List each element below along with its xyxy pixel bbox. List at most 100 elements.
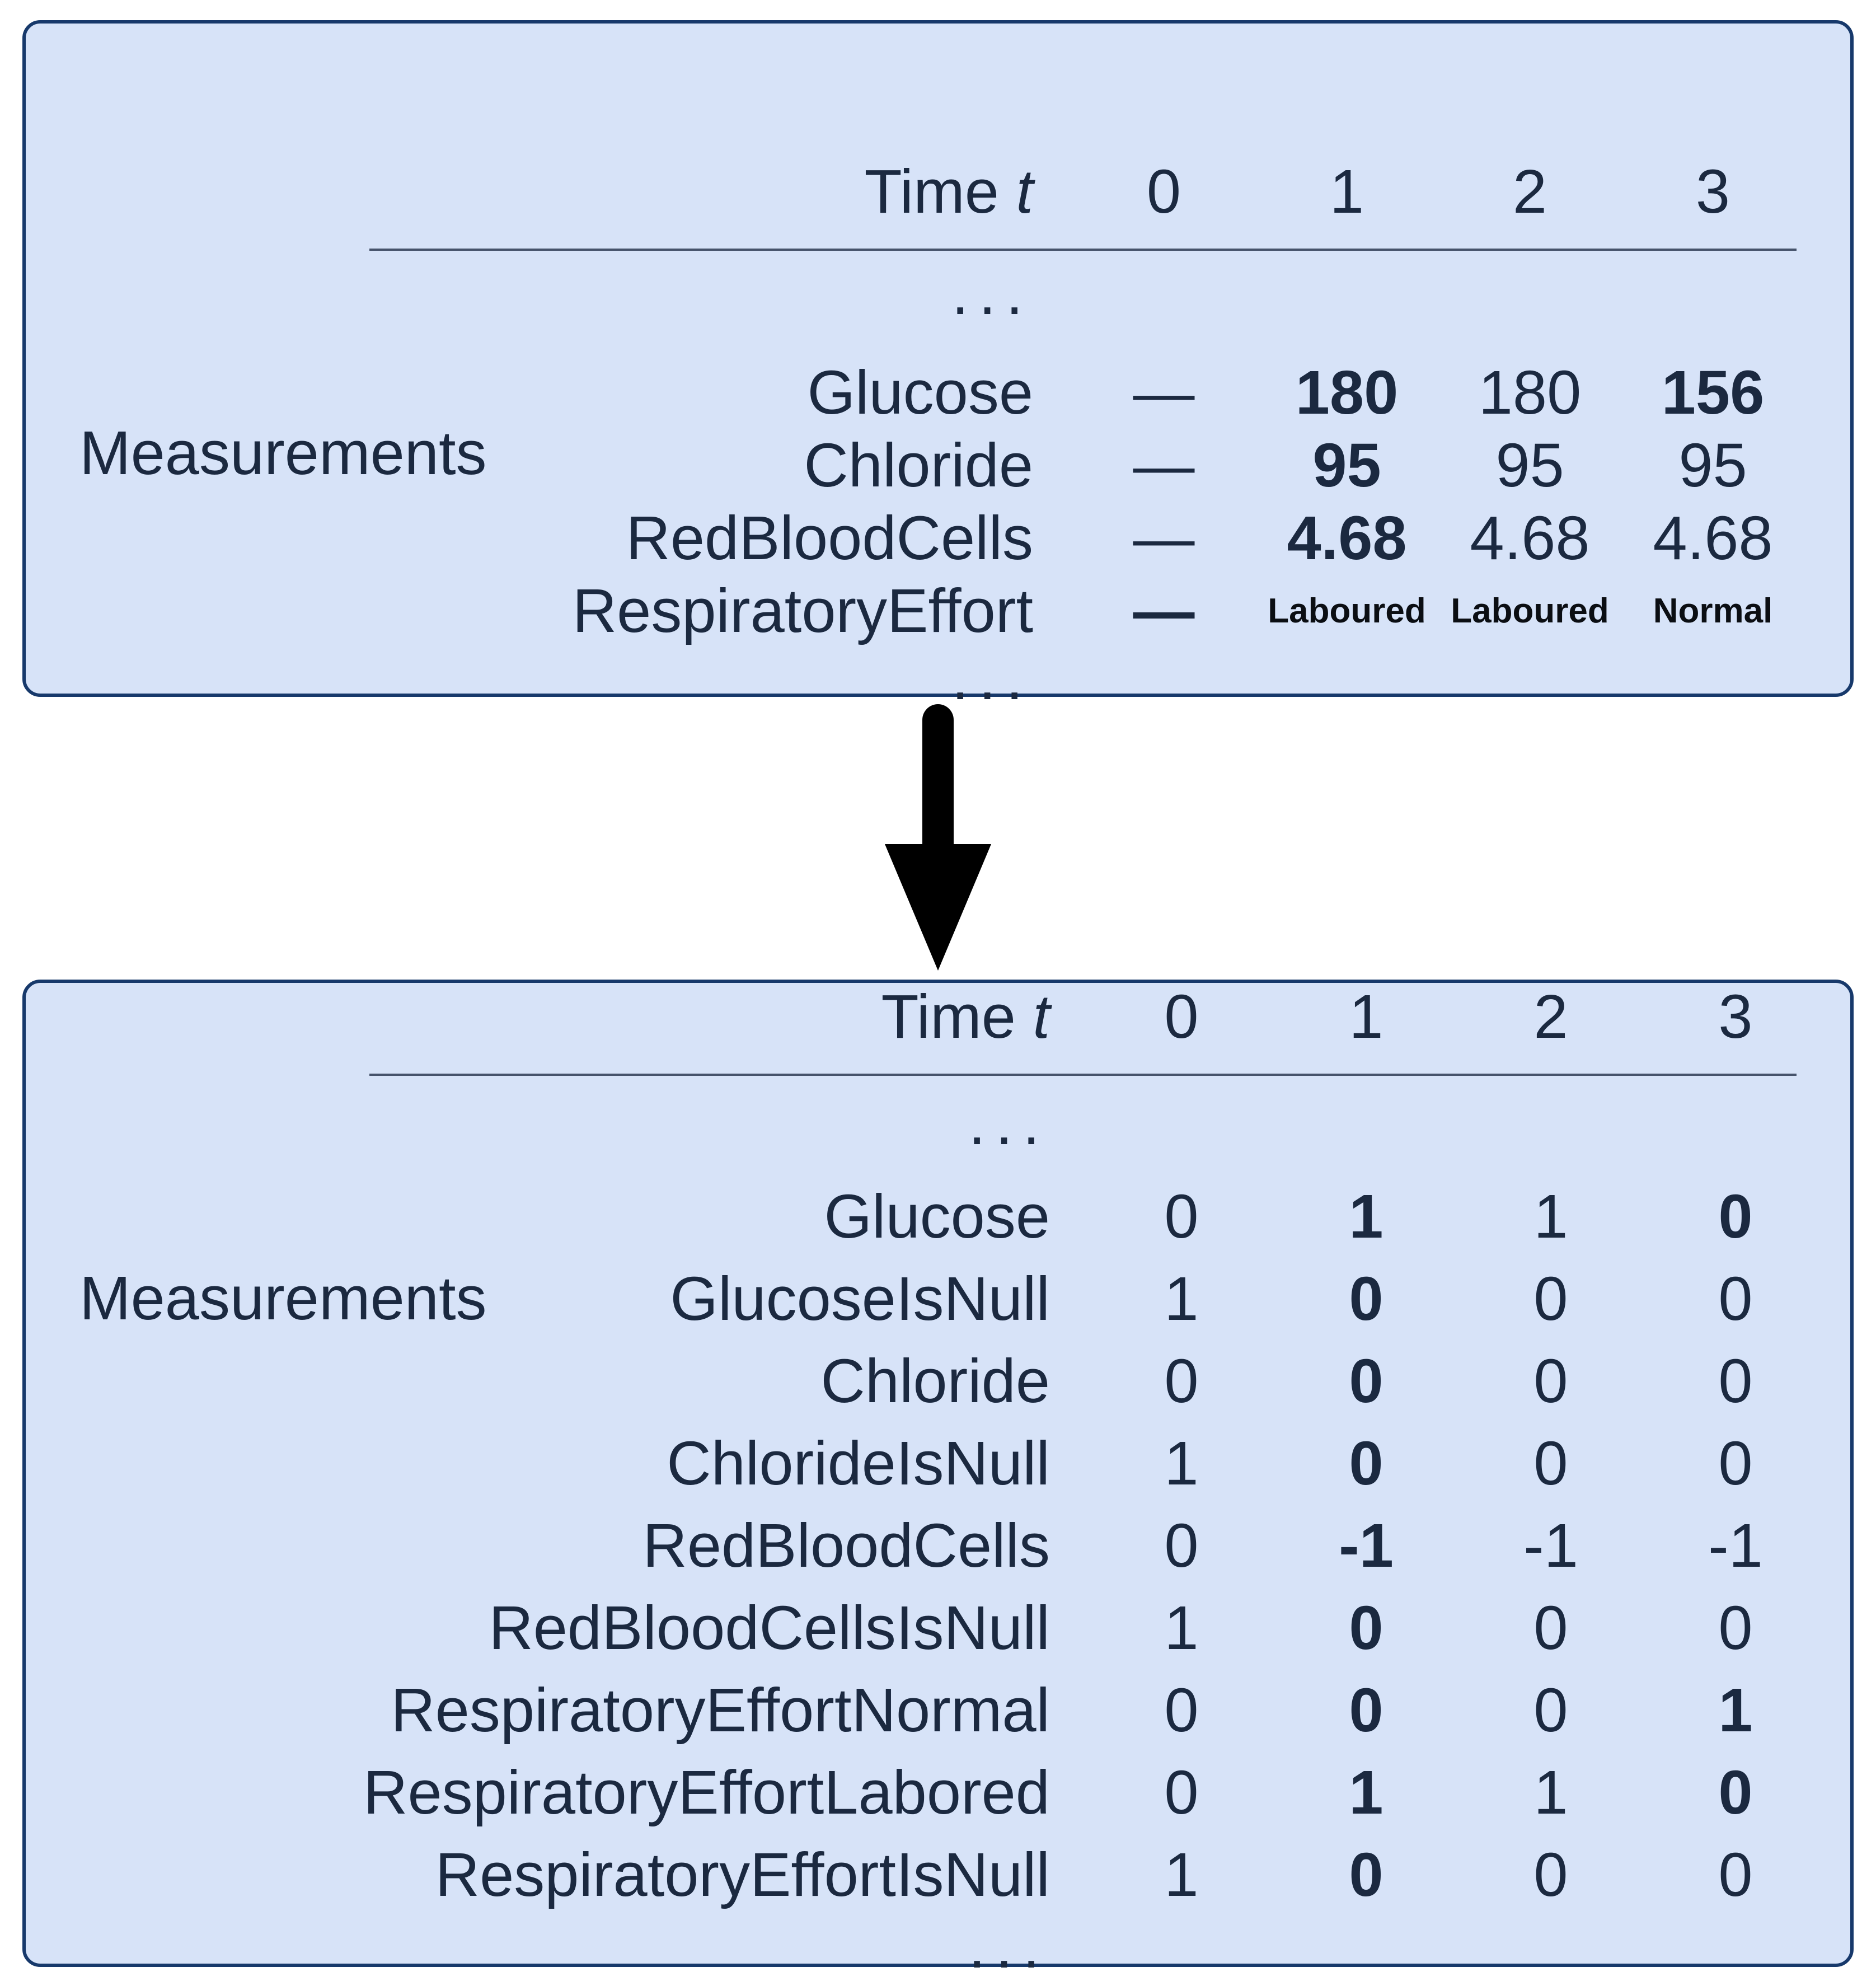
table-row: Chloride 0 0 0 0 bbox=[26, 1340, 1850, 1422]
cell-value: 1 bbox=[1718, 1675, 1753, 1745]
encoded-ellipsis-top: ... bbox=[26, 1081, 1850, 1165]
table-row: RespiratoryEffortNormal 0 0 0 1 bbox=[26, 1669, 1850, 1751]
cell-value: 1 bbox=[1164, 1593, 1199, 1662]
encoded-measurements-panel: Measurements Time t 0 1 2 3 ... Glucose 0… bbox=[22, 980, 1854, 1978]
cell-value: 1 bbox=[1533, 1758, 1568, 1827]
cell-value: 95 bbox=[1495, 431, 1564, 500]
cell-value: 0 bbox=[1533, 1675, 1568, 1745]
cell-value: 0 bbox=[1718, 1428, 1753, 1498]
cell-value: Laboured bbox=[1451, 592, 1609, 630]
cell-value: 0 bbox=[1533, 1593, 1568, 1662]
cell-value: 1 bbox=[1164, 1264, 1199, 1333]
cell-value: 1 bbox=[1164, 1840, 1199, 1909]
transform-down-arrow-icon bbox=[885, 704, 991, 971]
cell-value: -1 bbox=[1708, 1511, 1763, 1580]
row-label: RedBloodCellsIsNull bbox=[489, 1593, 1050, 1662]
encoded-time-header: Time t bbox=[26, 986, 1089, 1048]
cell-value: 95 bbox=[1678, 431, 1747, 500]
ellipsis-dots: ... bbox=[951, 259, 1033, 327]
cell-value: 0 bbox=[1349, 1593, 1383, 1662]
row-label: Chloride bbox=[804, 431, 1033, 500]
cell-value: 0 bbox=[1164, 1758, 1199, 1827]
raw-ellipsis-bottom: ... bbox=[26, 648, 1850, 709]
cell-value: 0 bbox=[1533, 1840, 1568, 1909]
time-symbol: t bbox=[1016, 157, 1033, 226]
cell-value: 0 bbox=[1533, 1264, 1568, 1333]
raw-side-label: Measurements bbox=[79, 419, 487, 488]
cell-value: 4.68 bbox=[1470, 504, 1590, 573]
table-row: Glucose — 180 180 156 bbox=[26, 357, 1850, 429]
time-label: Time bbox=[864, 157, 999, 226]
encoded-ellipsis-bottom: ... bbox=[26, 1916, 1850, 1978]
encoded-col-header-2: 2 bbox=[1533, 982, 1568, 1051]
table-row: ChlorideIsNull 1 0 0 0 bbox=[26, 1422, 1850, 1505]
cell-value: 0 bbox=[1349, 1264, 1383, 1333]
ellipsis-dots: ... bbox=[951, 644, 1033, 713]
encoded-table-header: Time t 0 1 2 3 bbox=[26, 983, 1850, 1051]
raw-time-header: Time t bbox=[26, 161, 1072, 223]
raw-table-header: Time t 0 1 2 3 bbox=[26, 156, 1850, 228]
cell-value: 4.68 bbox=[1287, 504, 1407, 573]
table-row: Chloride — 95 95 95 bbox=[26, 429, 1850, 502]
raw-col-header-3: 3 bbox=[1695, 157, 1730, 226]
raw-col-header-2: 2 bbox=[1512, 157, 1547, 226]
cell-value: 0 bbox=[1349, 1346, 1383, 1416]
time-symbol: t bbox=[1033, 982, 1050, 1051]
row-label: GlucoseIsNull bbox=[670, 1264, 1050, 1333]
row-label: Glucose bbox=[824, 1182, 1050, 1251]
cell-value: 1 bbox=[1349, 1182, 1383, 1251]
cell-value: 0 bbox=[1349, 1675, 1383, 1745]
ellipsis-dots: ... bbox=[968, 1089, 1050, 1158]
cell-value: 0 bbox=[1164, 1346, 1199, 1416]
row-label: RespiratoryEffort bbox=[572, 577, 1033, 645]
row-label: Chloride bbox=[820, 1346, 1050, 1416]
cell-value: 0 bbox=[1164, 1511, 1199, 1580]
cell-value: 95 bbox=[1312, 431, 1381, 500]
raw-col-header-0: 0 bbox=[1146, 157, 1181, 226]
cell-value: 1 bbox=[1349, 1758, 1383, 1827]
cell-value: — bbox=[1133, 431, 1195, 500]
row-label: RedBloodCells bbox=[642, 1511, 1050, 1580]
raw-measurements-panel: Measurements Time t 0 1 2 3 ... Glucose —… bbox=[22, 20, 1854, 709]
cell-value: -1 bbox=[1523, 1511, 1578, 1580]
row-label: RespiratoryEffortIsNull bbox=[435, 1840, 1050, 1909]
table-row: RedBloodCellsIsNull 1 0 0 0 bbox=[26, 1587, 1850, 1669]
table-row: RespiratoryEffortIsNull 1 0 0 0 bbox=[26, 1834, 1850, 1916]
cell-value: 0 bbox=[1718, 1264, 1753, 1333]
cell-value: 0 bbox=[1533, 1428, 1568, 1498]
cell-value: 0 bbox=[1718, 1346, 1753, 1416]
table-row: RedBloodCells 0 -1 -1 -1 bbox=[26, 1505, 1850, 1587]
cell-value: -1 bbox=[1339, 1511, 1394, 1580]
table-row: Glucose 0 1 1 0 bbox=[26, 1175, 1850, 1258]
table-row: RespiratoryEffortLabored 0 1 1 0 bbox=[26, 1751, 1850, 1834]
encoded-col-header-3: 3 bbox=[1718, 982, 1753, 1051]
cell-value: — bbox=[1133, 358, 1195, 427]
encoded-side-label: Measurements bbox=[79, 1264, 487, 1333]
cell-value: 156 bbox=[1661, 358, 1765, 427]
cell-value: 0 bbox=[1164, 1182, 1199, 1251]
cell-value: — bbox=[1133, 504, 1195, 573]
row-label: RedBloodCells bbox=[626, 504, 1033, 573]
cell-value: 4.68 bbox=[1653, 504, 1773, 573]
table-row: GlucoseIsNull 1 0 0 0 bbox=[26, 1258, 1850, 1340]
row-label: Glucose bbox=[807, 358, 1033, 427]
cell-value: 0 bbox=[1718, 1840, 1753, 1909]
cell-value: 1 bbox=[1164, 1428, 1199, 1498]
cell-value: Normal bbox=[1653, 592, 1773, 630]
encoded-col-header-0: 0 bbox=[1164, 982, 1199, 1051]
cell-value: 1 bbox=[1533, 1182, 1568, 1251]
cell-value: 180 bbox=[1478, 358, 1582, 427]
cell-value: 0 bbox=[1533, 1346, 1568, 1416]
ellipsis-dots: ... bbox=[968, 1912, 1050, 1981]
raw-ellipsis-top: ... bbox=[26, 260, 1850, 327]
encoded-col-header-1: 1 bbox=[1349, 982, 1383, 1051]
table-row: RedBloodCells — 4.68 4.68 4.68 bbox=[26, 502, 1850, 575]
raw-col-header-1: 1 bbox=[1329, 157, 1364, 226]
cell-value: 0 bbox=[1349, 1428, 1383, 1498]
cell-value: Laboured bbox=[1268, 592, 1426, 630]
cell-value: 180 bbox=[1295, 358, 1399, 427]
cell-value: 0 bbox=[1349, 1840, 1383, 1909]
time-label: Time bbox=[881, 982, 1016, 1051]
encoded-header-rule bbox=[369, 1074, 1797, 1076]
